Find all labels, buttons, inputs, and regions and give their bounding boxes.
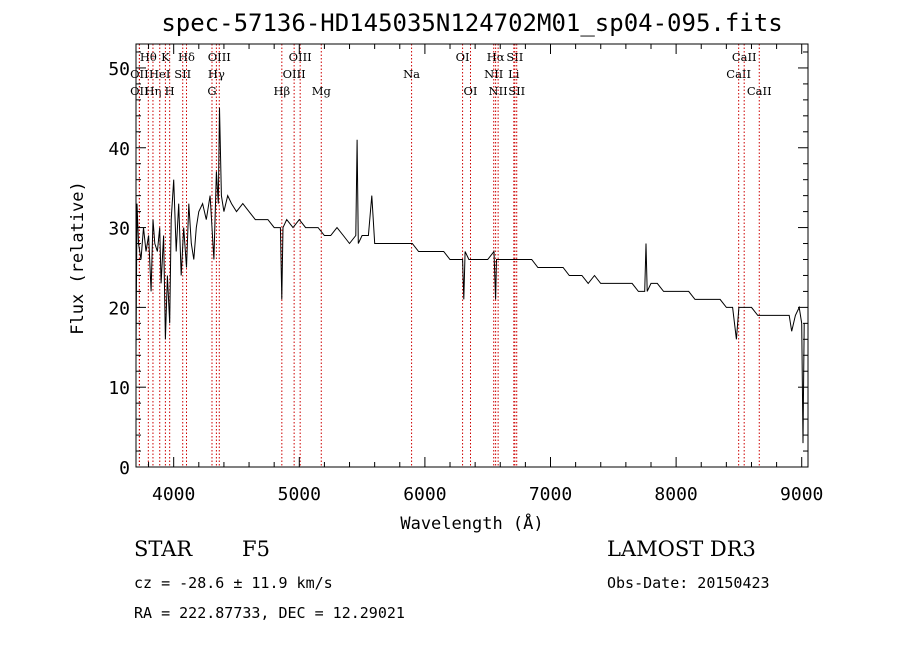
line-label: Hθ xyxy=(140,50,157,64)
y-tick-label: 10 xyxy=(108,378,130,399)
line-label: HeI xyxy=(149,67,170,81)
y-tick-label: 50 xyxy=(108,59,130,80)
x-tick-label: 5000 xyxy=(278,484,321,505)
line-markers: OIIHθOIIHηHeIKHSIIHδGHγOIIIHβOIIIOIIIMgN… xyxy=(130,44,772,467)
x-tick-label: 8000 xyxy=(654,484,697,505)
object-subclass: F5 xyxy=(242,537,270,561)
y-tick-label: 30 xyxy=(108,219,130,240)
line-label: CaII xyxy=(726,67,751,81)
line-label: Hγ xyxy=(208,67,225,81)
redshift-velocity: cz = -28.6 ± 11.9 km/s xyxy=(134,574,333,592)
y-tick-label: 40 xyxy=(108,139,130,160)
line-label: CaII xyxy=(732,50,757,64)
line-label: Hα xyxy=(487,50,505,64)
line-label: Na xyxy=(403,67,420,81)
line-label: SII xyxy=(174,67,191,81)
y-tick-label: 0 xyxy=(119,458,130,479)
line-label: H xyxy=(165,84,175,98)
x-tick-label: 6000 xyxy=(403,484,446,505)
plot-frame xyxy=(135,43,809,468)
line-label: OI xyxy=(456,50,470,64)
line-label: Hδ xyxy=(178,50,195,64)
observation-date: Obs-Date: 20150423 xyxy=(607,574,770,592)
y-tick-label: 20 xyxy=(108,298,130,319)
coordinates: RA = 222.87733, DEC = 12.29021 xyxy=(134,604,405,622)
line-label: NII xyxy=(489,84,508,98)
line-label: SII xyxy=(508,84,525,98)
line-label: OIII xyxy=(283,67,306,81)
survey-name: LAMOST DR3 xyxy=(607,537,756,561)
x-tick-label: 9000 xyxy=(780,484,823,505)
line-label: OIII xyxy=(289,50,312,64)
spectrum-plot: spec-57136-HD145035N124702M01_sp04-095.f… xyxy=(68,9,823,534)
spectrum-series xyxy=(135,107,805,444)
line-label: OII xyxy=(130,67,149,81)
x-tick-label: 7000 xyxy=(529,484,572,505)
spectrum-line xyxy=(135,107,805,444)
y-axis-label: Flux (relative) xyxy=(68,181,88,335)
line-label: OIII xyxy=(208,50,231,64)
line-label: SII xyxy=(506,50,523,64)
x-axis-label: Wavelength (Å) xyxy=(400,512,543,534)
line-label: G xyxy=(207,84,216,98)
line-label: OI xyxy=(464,84,478,98)
axis-ticks: 4000 5000 6000 7000 8000 9000 0 10 20 30 40 50 xyxy=(108,44,823,505)
line-label: K xyxy=(161,50,170,64)
x-tick-label: 4000 xyxy=(152,484,195,505)
line-label: CaII xyxy=(747,84,772,98)
object-class: STAR xyxy=(134,537,193,561)
line-label: Li xyxy=(508,67,520,81)
chart-title: spec-57136-HD145035N124702M01_sp04-095.f… xyxy=(161,9,782,37)
line-label: Hη xyxy=(144,84,161,98)
line-label: NII xyxy=(484,67,503,81)
line-label: Hβ xyxy=(273,84,290,98)
line-label: Mg xyxy=(312,84,332,98)
